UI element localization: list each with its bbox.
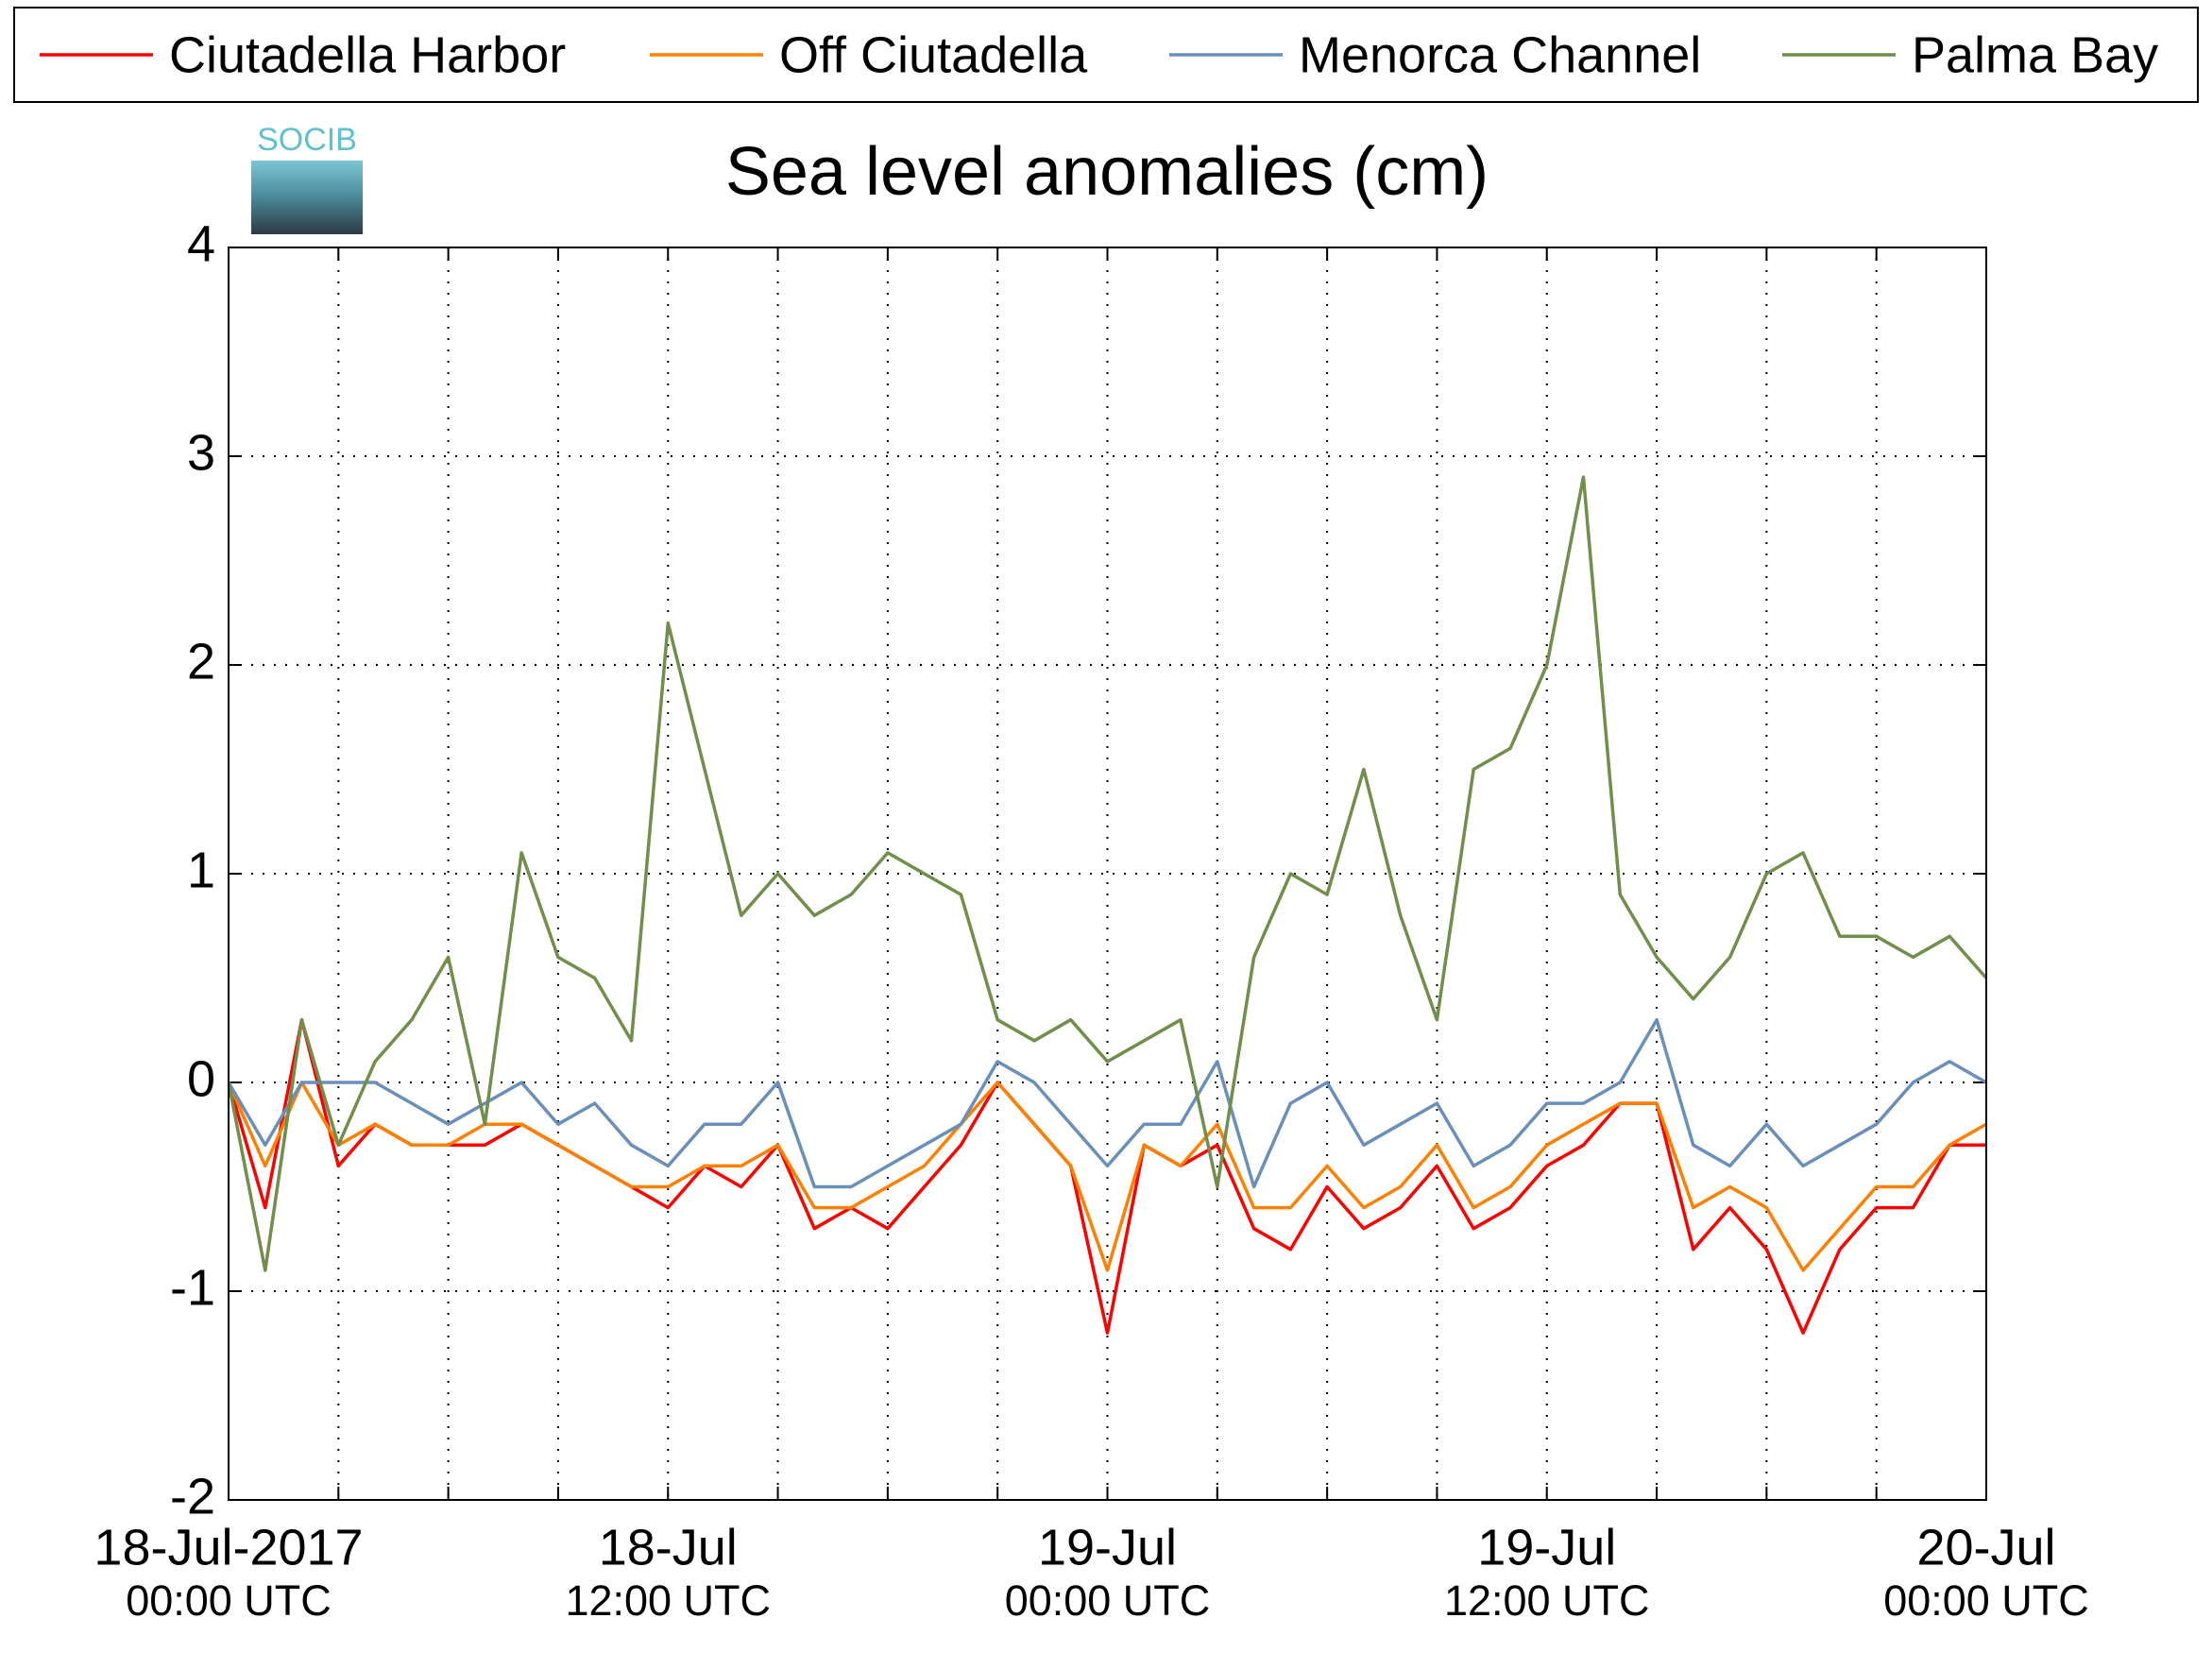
x-tick-sublabel: 00:00 UTC <box>1883 1576 2089 1625</box>
y-tick-label: 1 <box>187 842 215 898</box>
logo-image <box>251 161 363 234</box>
x-tick-label: 20-Jul <box>1916 1519 2055 1575</box>
x-tick-label: 19-Jul <box>1038 1519 1177 1575</box>
series-line <box>229 1017 1986 1189</box>
plot-frame <box>228 247 1987 1501</box>
legend-label: Palma Bay <box>1912 26 2158 83</box>
y-tick-label: 4 <box>187 215 215 272</box>
y-tick-label: 2 <box>187 633 215 690</box>
x-tick-sublabel: 12:00 UTC <box>1444 1576 1650 1625</box>
x-tick-label: 18-Jul <box>599 1519 738 1575</box>
x-tick-label: 19-Jul <box>1477 1519 1616 1575</box>
series-line <box>229 1081 1986 1272</box>
y-tick-label: -1 <box>170 1259 215 1316</box>
chart-title: Sea level anomalies (cm) <box>725 134 1489 210</box>
legend-label: Menorca Channel <box>1299 26 1701 83</box>
y-tick-label: 3 <box>187 424 215 481</box>
x-tick-sublabel: 00:00 UTC <box>126 1576 332 1625</box>
series-line <box>229 475 1986 1272</box>
x-tick-label: 18-Jul-2017 <box>94 1519 363 1575</box>
legend-label: Ciutadella Harbor <box>169 26 566 83</box>
x-tick-sublabel: 00:00 UTC <box>1005 1576 1211 1625</box>
y-tick-label: -2 <box>170 1468 215 1524</box>
x-tick-sublabel: 12:00 UTC <box>565 1576 771 1625</box>
y-tick-label: 0 <box>187 1050 215 1107</box>
logo-text: SOCIB <box>257 122 357 158</box>
legend-label: Off Ciutadella <box>779 26 1088 83</box>
logo: SOCIB <box>251 122 363 234</box>
